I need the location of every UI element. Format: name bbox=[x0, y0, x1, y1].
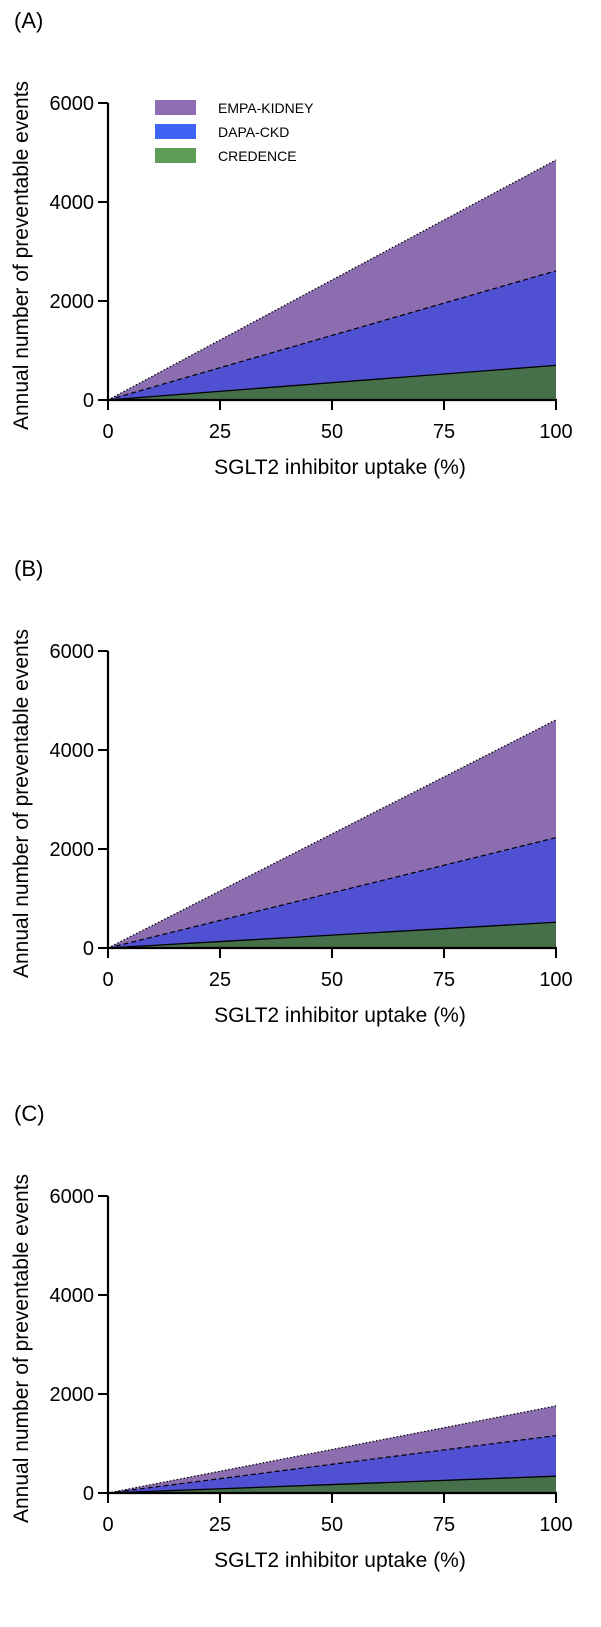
series-line-credence bbox=[107, 364, 557, 401]
y-tick-label: 2000 bbox=[50, 1384, 95, 1406]
series-line-credence bbox=[107, 921, 557, 949]
series-line-dapa-ckd bbox=[107, 1434, 557, 1494]
y-axis-title: Annual number of preventable events bbox=[10, 1174, 33, 1523]
y-tick-label: 4000 bbox=[50, 740, 95, 762]
x-tick-label: 0 bbox=[102, 421, 113, 443]
legend-swatch bbox=[155, 100, 196, 115]
x-tick-label: 50 bbox=[321, 1514, 343, 1536]
series-line-empa-kidney bbox=[107, 1405, 557, 1494]
x-tick-label: 75 bbox=[433, 1514, 455, 1536]
panel-label: (A) bbox=[14, 8, 44, 33]
x-tick-label: 25 bbox=[209, 969, 231, 991]
series-line-empa-kidney bbox=[107, 159, 557, 401]
y-tick-label: 2000 bbox=[50, 291, 95, 313]
x-tick-label: 0 bbox=[102, 1514, 113, 1536]
panel-label: (C) bbox=[14, 1101, 45, 1126]
area-dapa-ckd bbox=[108, 1435, 556, 1493]
x-tick-label: 75 bbox=[433, 421, 455, 443]
legend-label: CREDENCE bbox=[218, 148, 297, 164]
legend-swatch bbox=[155, 148, 196, 163]
chart-plot: 0 2000 4000 6000 0 25 50 75 100 SGLT2 inhibitor u… bbox=[10, 1174, 573, 1572]
x-tick-label: 50 bbox=[321, 969, 343, 991]
chart-panel-b: (B) 0 2000 4000 6000 0 25 50 75 100 SGLT2 inhibit… bbox=[0, 548, 601, 1068]
chart-panel-c: (C) 0 2000 4000 6000 0 25 50 75 100 SGLT2 inhibit… bbox=[0, 1093, 601, 1613]
x-axis-title: SGLT2 inhibitor uptake (%) bbox=[214, 456, 466, 479]
x-axis-title: SGLT2 inhibitor uptake (%) bbox=[214, 1004, 466, 1027]
x-tick-label: 100 bbox=[539, 969, 572, 991]
y-tick-label: 0 bbox=[83, 1483, 94, 1505]
y-tick-label: 6000 bbox=[50, 641, 95, 663]
y-tick-label: 0 bbox=[83, 938, 94, 960]
y-tick-label: 0 bbox=[83, 390, 94, 412]
x-tick-label: 100 bbox=[539, 421, 572, 443]
x-tick-label: 25 bbox=[209, 1514, 231, 1536]
x-tick-label: 0 bbox=[102, 969, 113, 991]
chart-panel-a: (A) 0 2000 4000 6000 0 25 50 75 100 SGLT2 inhibit… bbox=[0, 0, 601, 520]
legend-label: DAPA-CKD bbox=[218, 124, 289, 140]
y-tick-label: 6000 bbox=[50, 1186, 95, 1208]
chart-plot: 0 2000 4000 6000 0 25 50 75 100 SGLT2 inhibitor u… bbox=[10, 81, 573, 479]
y-tick-label: 4000 bbox=[50, 1285, 95, 1307]
x-tick-label: 75 bbox=[433, 969, 455, 991]
legend-label: EMPA-KIDNEY bbox=[218, 100, 314, 116]
chart-plot: 0 2000 4000 6000 0 25 50 75 100 SGLT2 inhibitor u… bbox=[10, 629, 573, 1027]
x-axis-title: SGLT2 inhibitor uptake (%) bbox=[214, 1549, 466, 1572]
y-tick-label: 4000 bbox=[50, 192, 95, 214]
y-axis-title: Annual number of preventable events bbox=[10, 629, 33, 978]
x-tick-label: 50 bbox=[321, 421, 343, 443]
x-tick-label: 100 bbox=[539, 1514, 572, 1536]
legend-swatch bbox=[155, 124, 196, 139]
series-line-dapa-ckd bbox=[107, 837, 557, 949]
y-tick-label: 2000 bbox=[50, 839, 95, 861]
panel-label: (B) bbox=[14, 556, 44, 581]
y-tick-label: 6000 bbox=[50, 93, 95, 115]
y-axis-title: Annual number of preventable events bbox=[10, 81, 33, 430]
series-line-credence bbox=[107, 1475, 557, 1494]
x-tick-label: 25 bbox=[209, 421, 231, 443]
series-line-dapa-ckd bbox=[107, 270, 557, 401]
